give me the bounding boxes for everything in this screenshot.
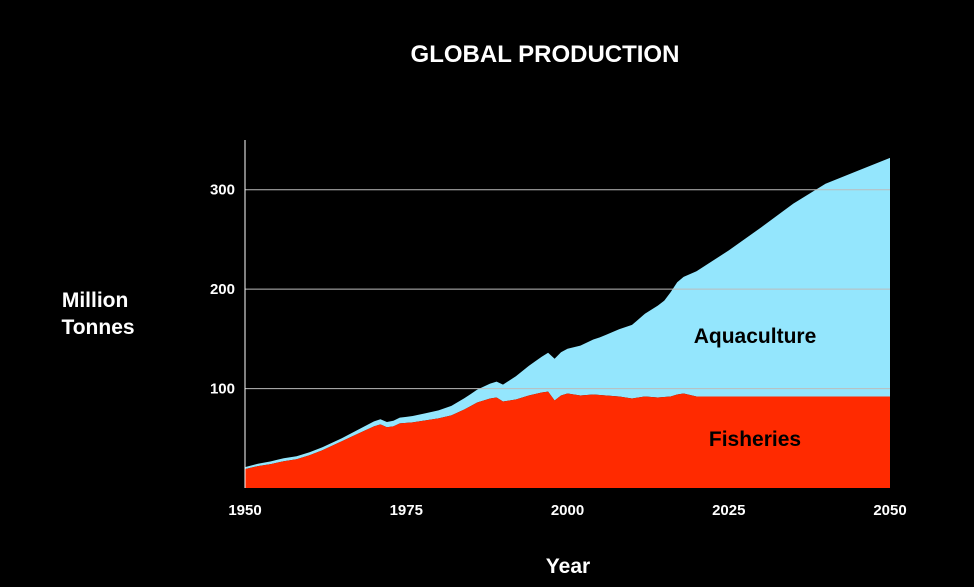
chart-title: GLOBAL PRODUCTION	[411, 41, 680, 68]
y-tick-label-300: 300	[210, 182, 235, 199]
x-tick-label-2025: 2025	[712, 502, 745, 519]
y-tick-label-200: 200	[210, 281, 235, 298]
series-labels: Aquaculture Fisheries	[694, 325, 817, 451]
aquaculture-label: Aquaculture	[694, 325, 817, 348]
x-tick-label-2000: 2000	[551, 502, 584, 519]
gridlines	[245, 189, 890, 390]
plot-areas	[245, 157, 890, 488]
tick-labels: 100 200 300 1950 1975 2000 2025 2050	[210, 182, 907, 519]
x-axis-label: Year	[546, 555, 590, 578]
y-tick-label-100: 100	[210, 381, 235, 398]
y-axis-label-line-1: Million	[62, 289, 129, 312]
fisheries-area	[245, 391, 890, 488]
x-tick-label-1950: 1950	[228, 502, 261, 519]
fisheries-label: Fisheries	[709, 428, 801, 451]
aquaculture-area	[245, 157, 890, 470]
x-tick-label-1975: 1975	[390, 502, 423, 519]
x-tick-label-2050: 2050	[873, 502, 906, 519]
y-axis-label: Million Tonnes	[61, 289, 134, 339]
y-axis-label-line-2: Tonnes	[61, 316, 134, 339]
